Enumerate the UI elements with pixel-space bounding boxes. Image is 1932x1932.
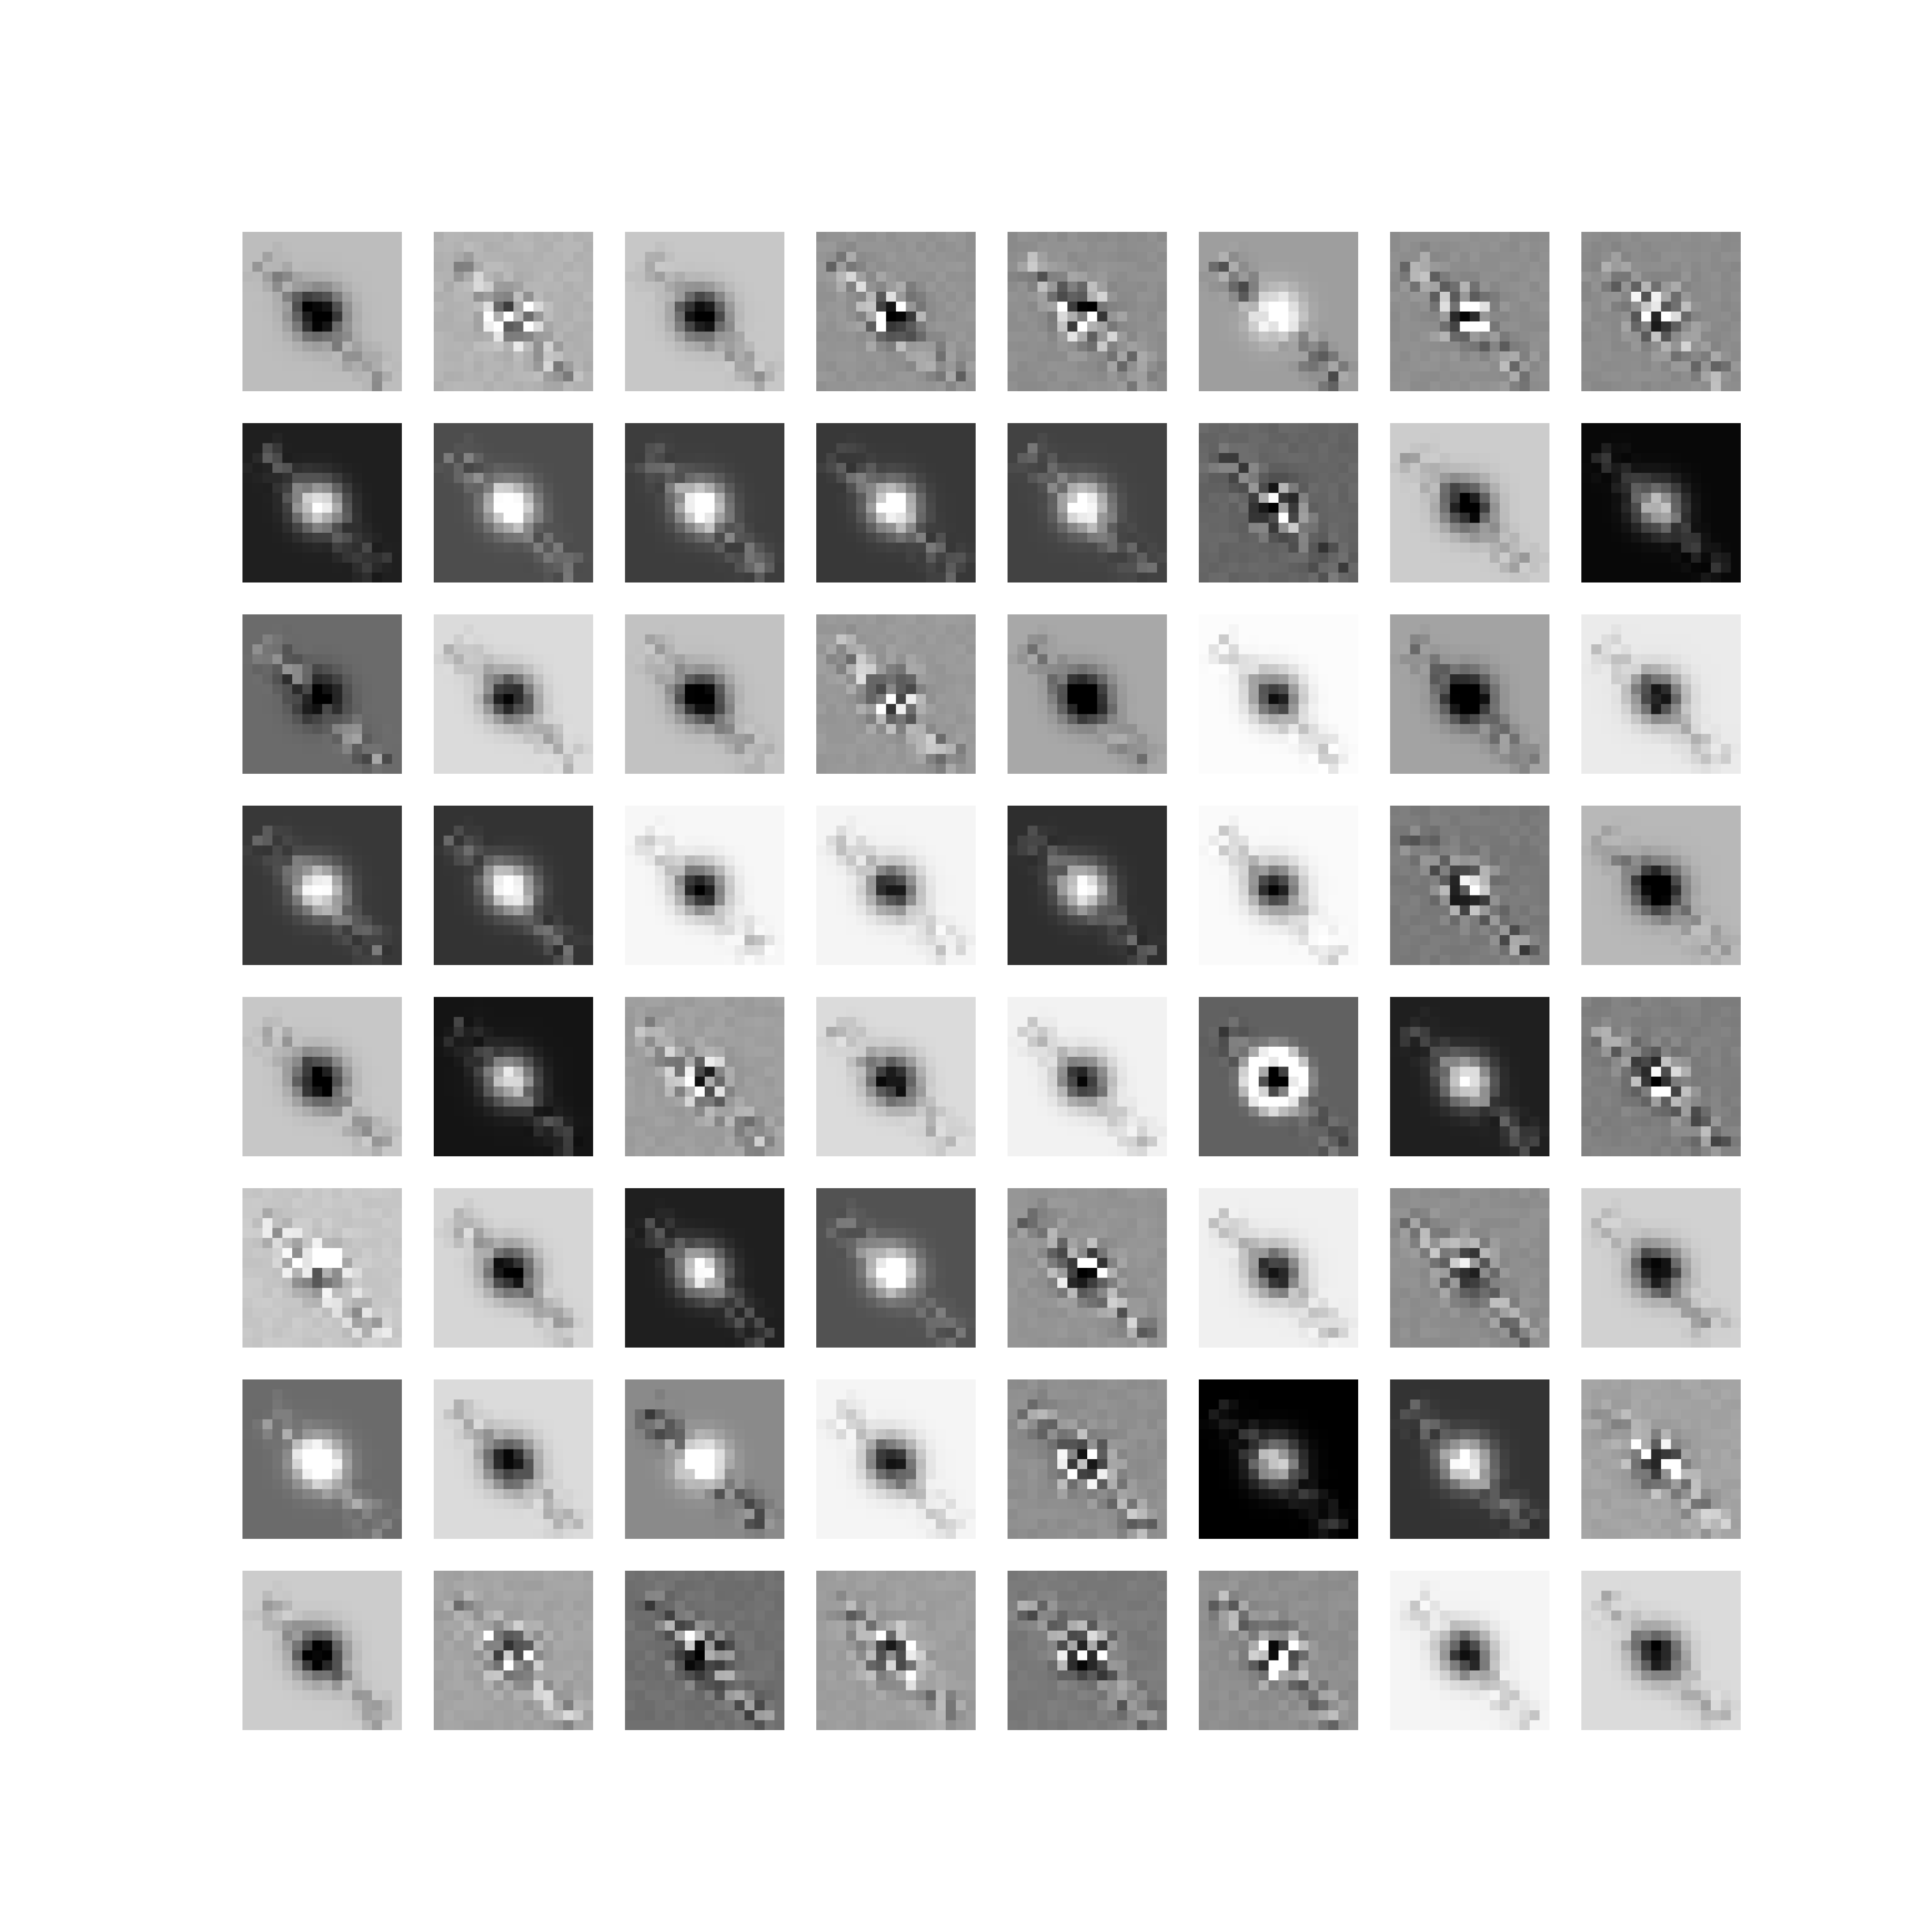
- filter-tile-r7-c1: [242, 1379, 402, 1539]
- filter-tile-r8-c8: [1581, 1571, 1741, 1730]
- filter-tile-r4-c5: [1008, 806, 1167, 965]
- filter-tile-r5-c4: [816, 997, 976, 1156]
- filter-tile-r6-c1: [242, 1188, 402, 1348]
- filter-tile-r1-c1: [242, 232, 402, 391]
- filter-tile-r4-c3: [625, 806, 784, 965]
- filter-tile-r7-c2: [434, 1379, 593, 1539]
- filter-tile-r4-c4: [816, 806, 976, 965]
- filter-tile-r6-c3: [625, 1188, 784, 1348]
- filter-tile-r7-c5: [1008, 1379, 1167, 1539]
- filter-tile-r1-c6: [1199, 232, 1358, 391]
- filter-tile-r5-c5: [1008, 997, 1167, 1156]
- filter-tile-r8-c3: [625, 1571, 784, 1730]
- filter-tile-r1-c8: [1581, 232, 1741, 391]
- filter-tile-r3-c8: [1581, 614, 1741, 774]
- filter-tile-r8-c2: [434, 1571, 593, 1730]
- filter-tile-r3-c4: [816, 614, 976, 774]
- filter-tile-r6-c7: [1390, 1188, 1549, 1348]
- filter-tile-r7-c6: [1199, 1379, 1358, 1539]
- filter-tile-r2-c5: [1008, 423, 1167, 582]
- filter-tile-r6-c8: [1581, 1188, 1741, 1348]
- filter-tile-r6-c2: [434, 1188, 593, 1348]
- filter-tile-r2-c3: [625, 423, 784, 582]
- filter-tile-r2-c1: [242, 423, 402, 582]
- filter-tile-r7-c4: [816, 1379, 976, 1539]
- filter-tile-r3-c6: [1199, 614, 1358, 774]
- filter-tile-r8-c6: [1199, 1571, 1358, 1730]
- filter-tile-r1-c7: [1390, 232, 1549, 391]
- filter-tile-r5-c3: [625, 997, 784, 1156]
- filter-tile-r7-c3: [625, 1379, 784, 1539]
- filter-tile-r5-c7: [1390, 997, 1549, 1156]
- filter-tile-r8-c1: [242, 1571, 402, 1730]
- filter-tile-r4-c6: [1199, 806, 1358, 965]
- filter-tile-r6-c4: [816, 1188, 976, 1348]
- filter-tile-r2-c8: [1581, 423, 1741, 582]
- filter-tile-r5-c6: [1199, 997, 1358, 1156]
- filter-tile-r2-c6: [1199, 423, 1358, 582]
- filter-tile-r2-c4: [816, 423, 976, 582]
- filter-tile-r1-c3: [625, 232, 784, 391]
- filter-tile-r7-c8: [1581, 1379, 1741, 1539]
- filter-tile-r1-c5: [1008, 232, 1167, 391]
- filter-tile-r2-c7: [1390, 423, 1549, 582]
- filter-tile-r4-c2: [434, 806, 593, 965]
- filter-tile-r8-c5: [1008, 1571, 1167, 1730]
- filter-tile-r4-c8: [1581, 806, 1741, 965]
- filter-tile-r4-c1: [242, 806, 402, 965]
- filter-tile-r7-c7: [1390, 1379, 1549, 1539]
- filter-tile-r5-c8: [1581, 997, 1741, 1156]
- filter-tile-r1-c2: [434, 232, 593, 391]
- filter-tile-r8-c7: [1390, 1571, 1549, 1730]
- filter-tile-r5-c1: [242, 997, 402, 1156]
- filter-tile-r3-c2: [434, 614, 593, 774]
- filter-tile-r6-c5: [1008, 1188, 1167, 1348]
- filter-tile-r8-c4: [816, 1571, 976, 1730]
- filter-tile-r3-c5: [1008, 614, 1167, 774]
- filter-tile-r1-c4: [816, 232, 976, 391]
- filter-tile-r5-c2: [434, 997, 593, 1156]
- filter-tile-r3-c7: [1390, 614, 1549, 774]
- filter-tile-r2-c2: [434, 423, 593, 582]
- filter-tile-r6-c6: [1199, 1188, 1358, 1348]
- filter-tile-r3-c3: [625, 614, 784, 774]
- filter-tile-r4-c7: [1390, 806, 1549, 965]
- filter-tile-r3-c1: [242, 614, 402, 774]
